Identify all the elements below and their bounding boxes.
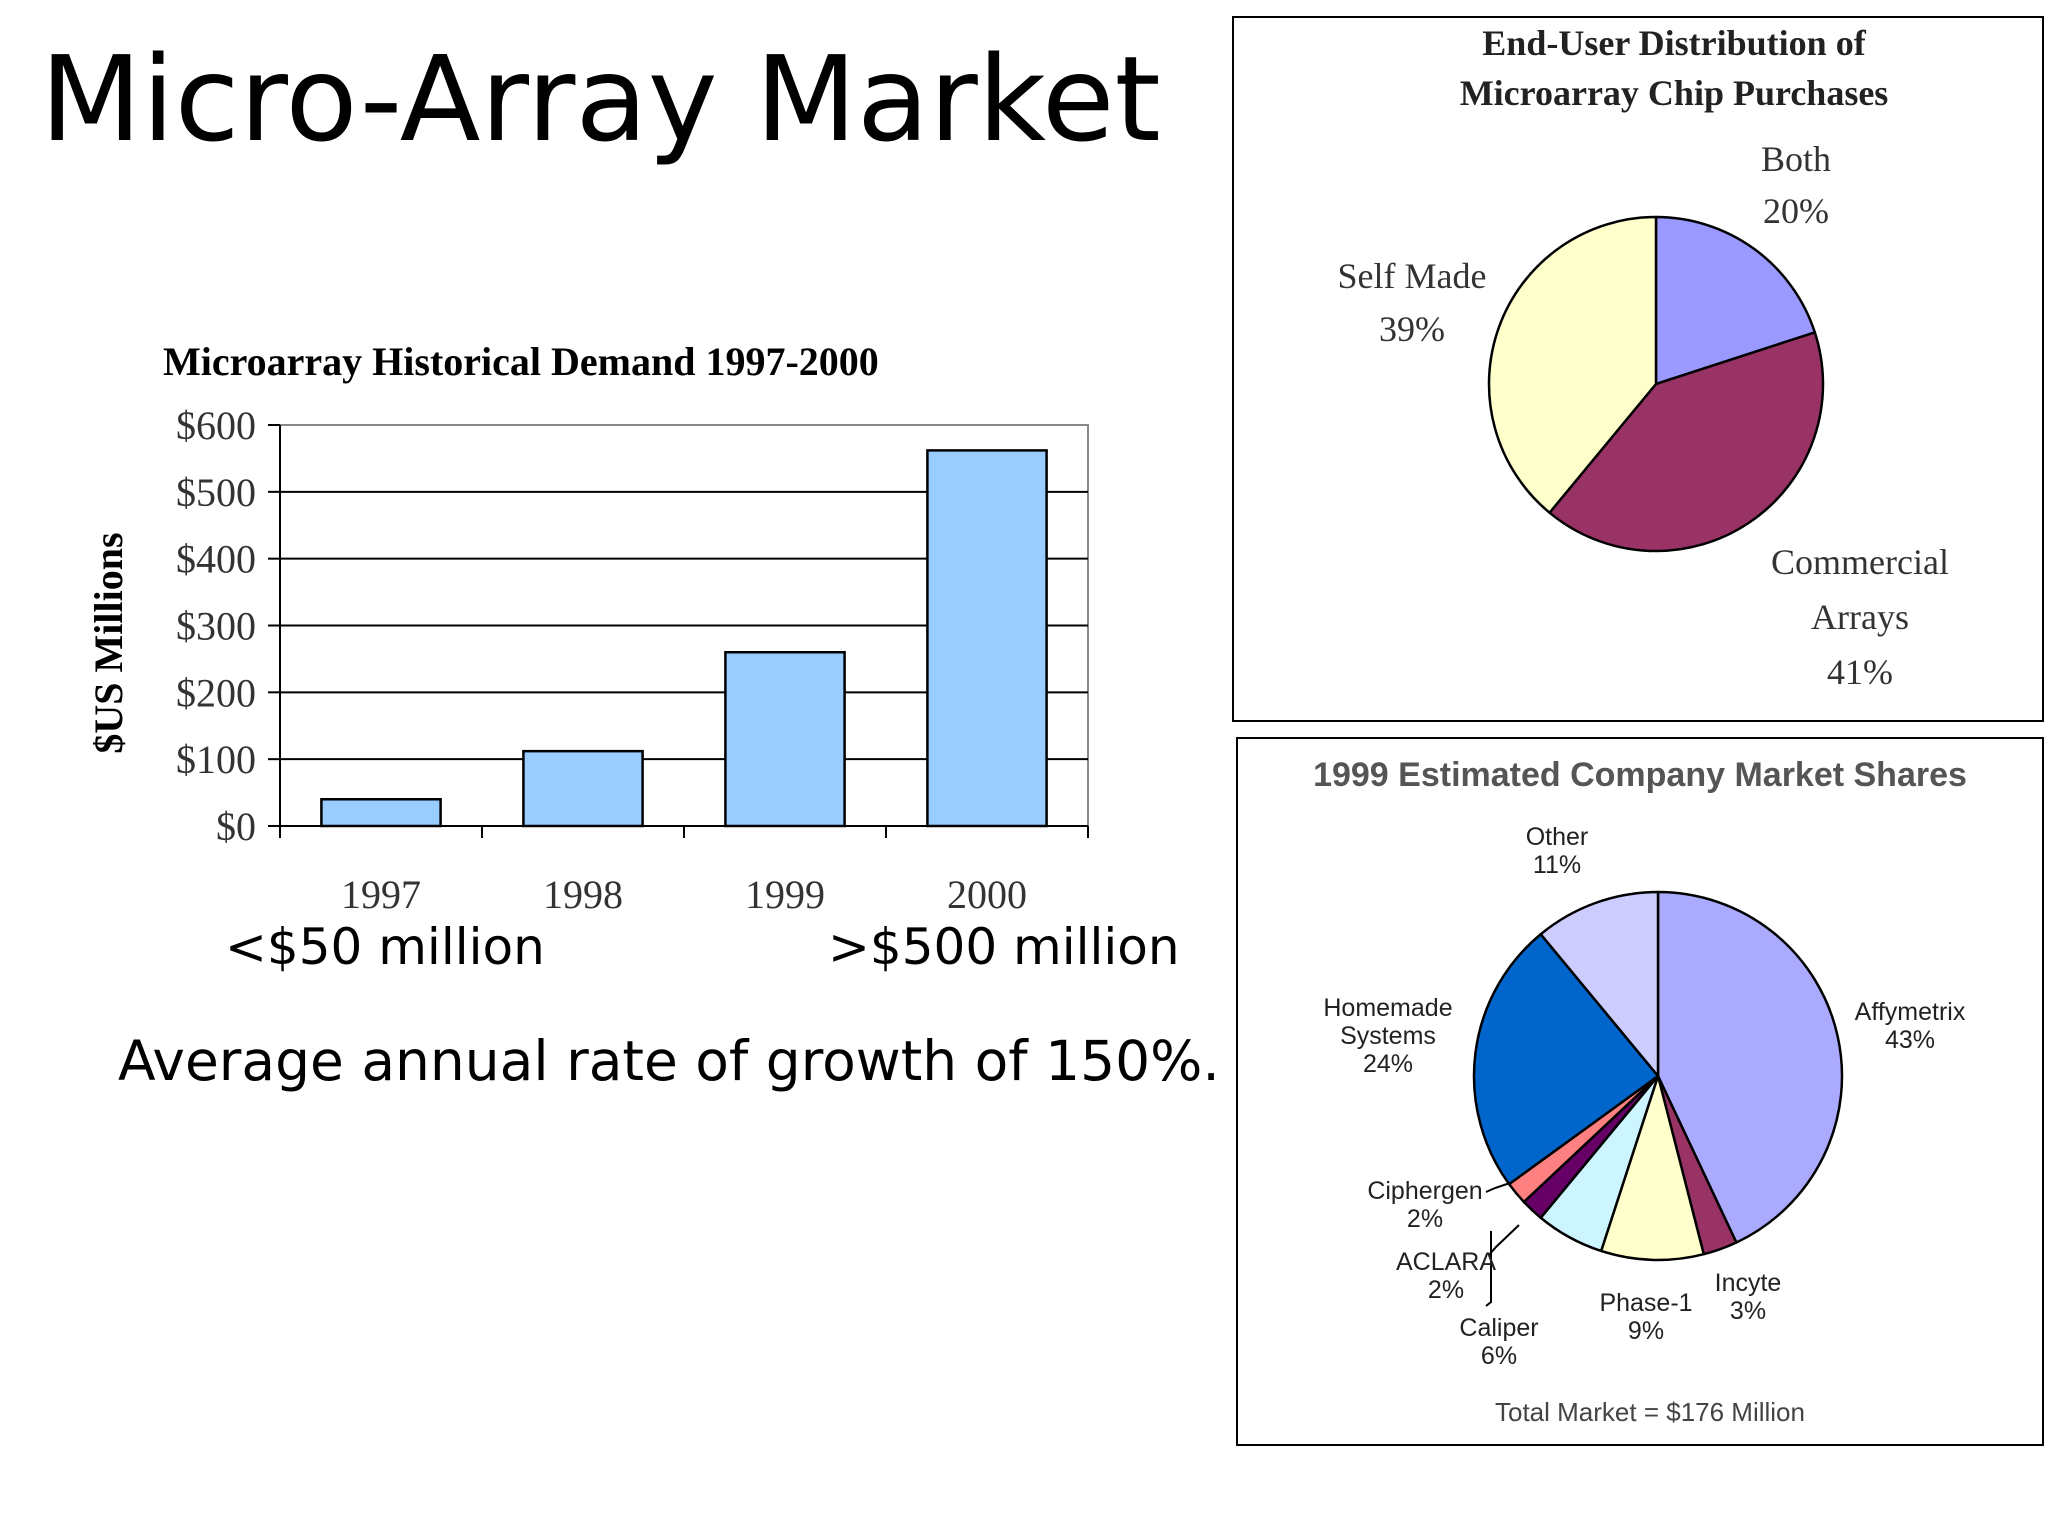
bar-chart-y-axis-label: $US Millions	[86, 532, 131, 753]
pie1-slice-label: Self Made	[1338, 256, 1487, 296]
pie1-slice-both	[1654, 215, 1817, 386]
pie2-slice-label: 24%	[1363, 1050, 1413, 1078]
label-leader-line	[1485, 1231, 1492, 1307]
y-tick-label: $400	[176, 537, 256, 582]
pie2-slice-label: Incyte	[1715, 1269, 1782, 1297]
x-tick-label: 2000	[947, 872, 1027, 917]
y-tick-label: $300	[176, 604, 256, 649]
bar-1998	[522, 749, 644, 828]
label-leader-line	[1488, 1224, 1520, 1256]
y-tick-label: $200	[176, 670, 256, 715]
pie1-slice-self-made	[1487, 215, 1658, 514]
pie2-slice-label: 2%	[1428, 1276, 1464, 1304]
market-share-pie-panel: 1999 Estimated Company Market Shares Aff…	[1236, 737, 2044, 1446]
y-tick-label: $0	[216, 804, 256, 849]
pie2-slice-label: 9%	[1628, 1317, 1664, 1345]
pie2-slice-label: 11%	[1533, 851, 1581, 879]
pie2-slice-label: Systems	[1340, 1022, 1436, 1050]
pie2-slice-label: 3%	[1730, 1297, 1766, 1325]
pie2-slice-other	[1539, 890, 1660, 1078]
pie2-slice-label: 6%	[1481, 1342, 1517, 1370]
pie1-slice-commercial	[1548, 331, 1825, 553]
pie2-slice-label: Homemade	[1323, 994, 1452, 1022]
end-user-pie-title: Microarray Chip Purchases	[1460, 73, 1889, 113]
bar-1999	[724, 650, 846, 828]
pie2-slice-label: Phase-1	[1599, 1289, 1692, 1317]
market-share-pie-chart: 1999 Estimated Company Market Shares Aff…	[1313, 756, 1967, 1427]
x-tick-label: 1997	[341, 872, 421, 917]
y-tick-label: $100	[176, 737, 256, 782]
growth-rate-note: Average annual rate of growth of 150%.	[118, 1029, 1220, 1093]
bar-2000	[926, 449, 1048, 828]
bar-chart-title: Microarray Historical Demand 1997-2000	[163, 339, 879, 384]
pie2-slice-label: ACLARA	[1396, 1248, 1496, 1276]
pie1-slice-label: Commercial	[1771, 542, 1949, 582]
pie1-slice-label: Arrays	[1811, 597, 1909, 637]
x-tick-label: 1998	[543, 872, 623, 917]
end-user-pie-title: End-User Distribution of	[1482, 23, 1866, 63]
range-min-caption: <$50 million	[225, 918, 545, 976]
end-user-pie-panel: End-User Distribution of Microarray Chip …	[1232, 16, 2044, 722]
pie1-slice-label: 41%	[1827, 652, 1893, 692]
pie2-slice-affymetrix	[1656, 890, 1844, 1244]
pie2-slice-label: Other	[1526, 823, 1589, 851]
pie2-slice-label: Affymetrix	[1855, 998, 1966, 1026]
end-user-pie-chart: End-User Distribution of Microarray Chip …	[1338, 23, 1949, 692]
demand-bar-chart: Microarray Historical Demand 1997-2000 $…	[86, 339, 1089, 917]
pie2-slice-phase-1	[1599, 1074, 1706, 1262]
pie2-slice-label: 2%	[1407, 1205, 1443, 1233]
pie1-slice-label: 39%	[1379, 309, 1445, 349]
market-share-title: 1999 Estimated Company Market Shares	[1313, 756, 1967, 794]
range-max-caption: >$500 million	[828, 918, 1180, 976]
y-tick-label: $500	[176, 470, 256, 515]
slide-title: Micro-Array Market	[40, 30, 1161, 168]
x-tick-label: 1999	[745, 872, 825, 917]
label-leader-line	[1485, 1182, 1511, 1193]
pie1-slice-label: 20%	[1763, 191, 1829, 231]
pie2-slice-label: Caliper	[1459, 1314, 1538, 1342]
pie1-slice-label: Both	[1761, 139, 1831, 179]
y-tick-label: $600	[176, 403, 256, 448]
pie2-slice-label: Ciphergen	[1367, 1177, 1482, 1205]
pie2-slice-homemade	[1472, 932, 1660, 1186]
pie2-slice-label: 43%	[1885, 1026, 1935, 1054]
total-market-footer: Total Market = $176 Million	[1495, 1397, 1805, 1427]
bar-1997	[320, 798, 442, 828]
